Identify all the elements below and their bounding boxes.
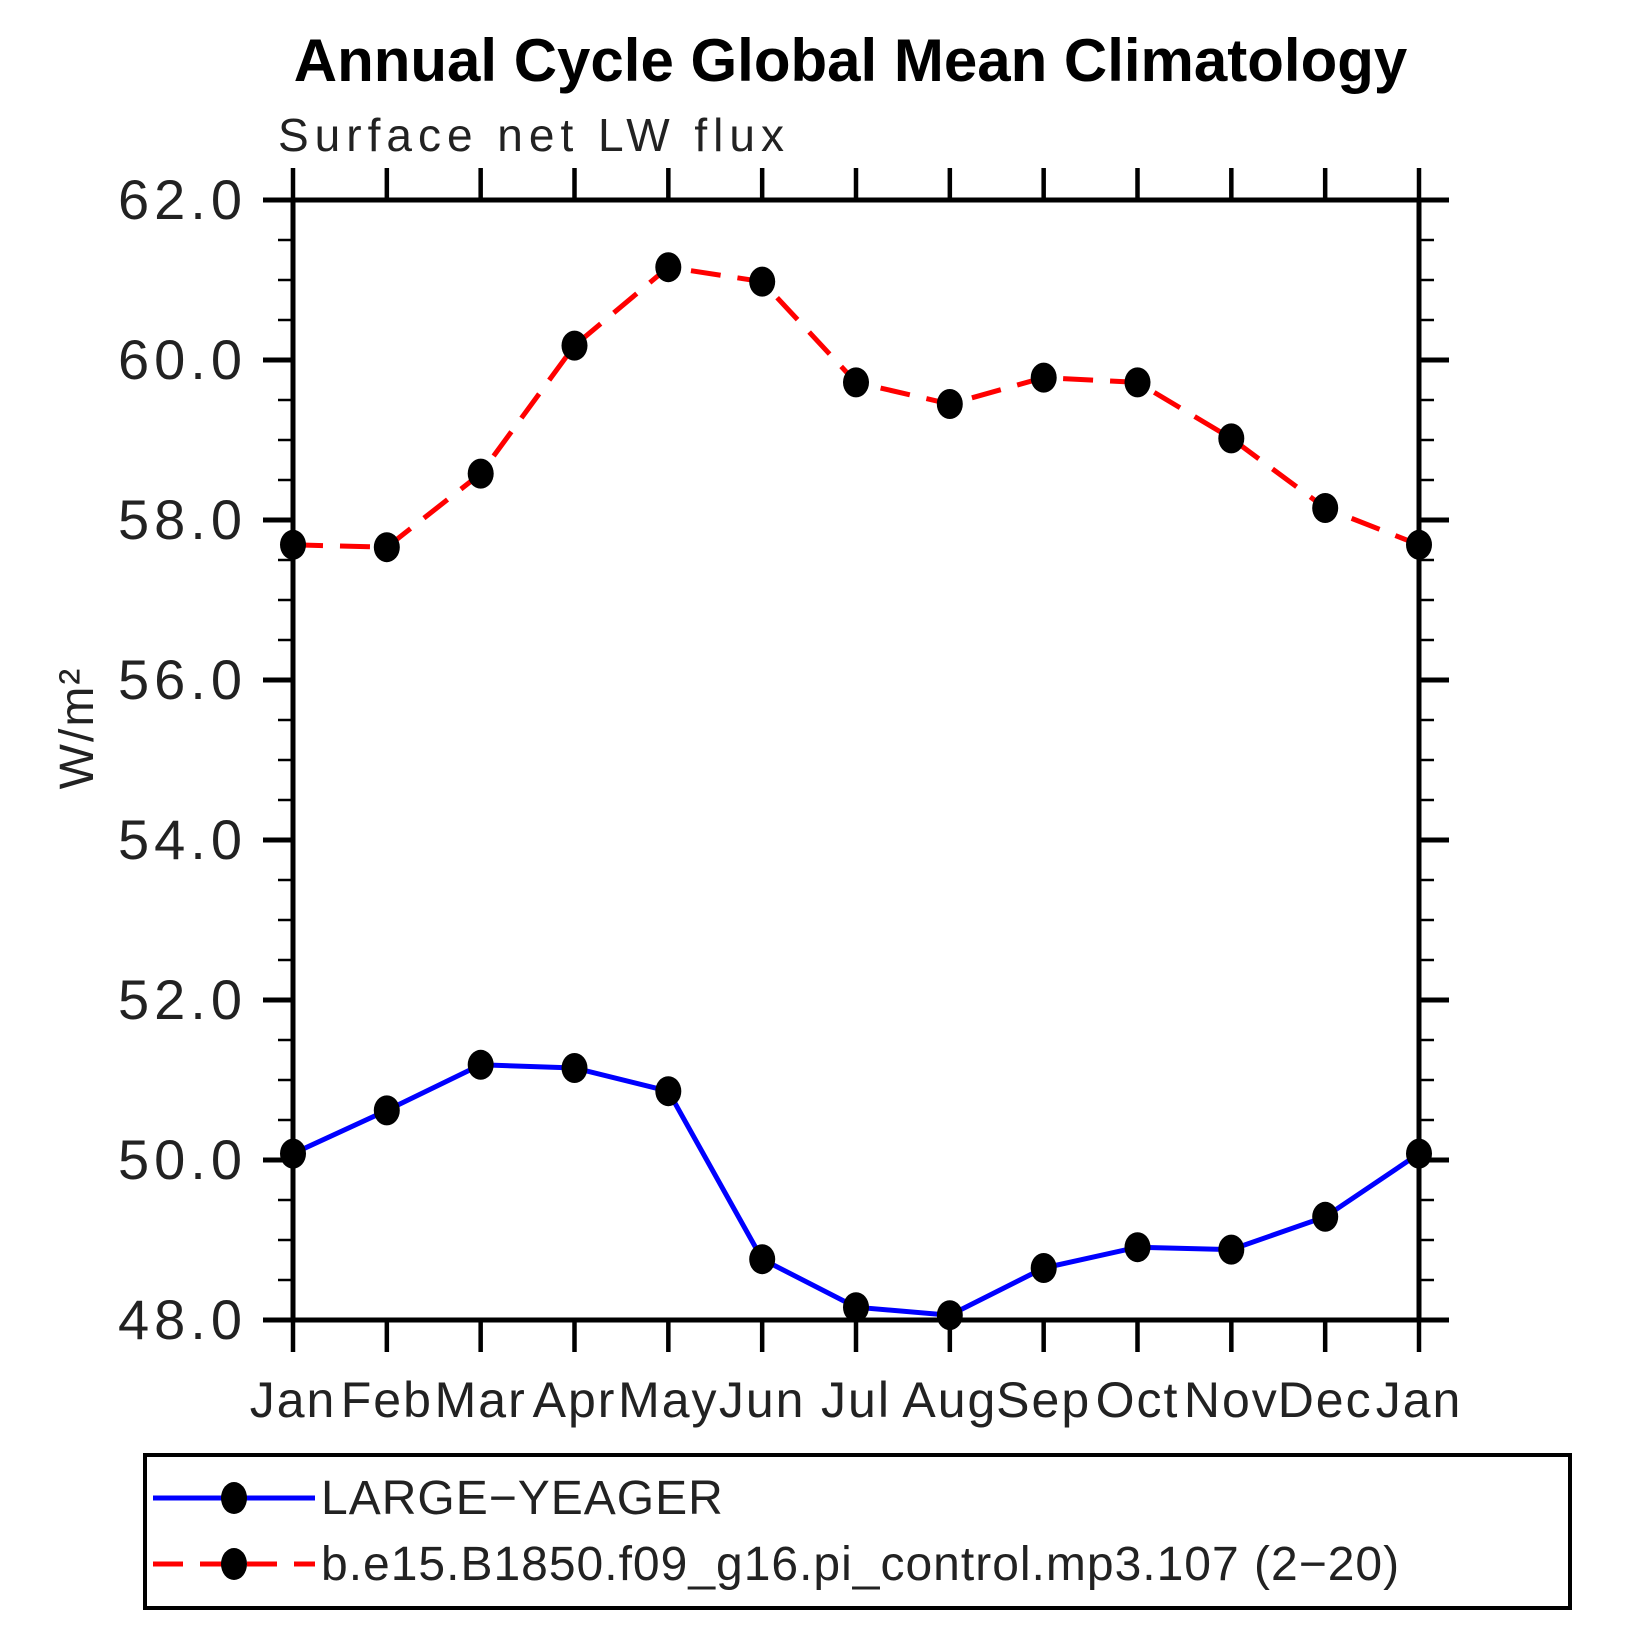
x-tick-label: Apr: [533, 1372, 617, 1428]
x-tick-label: Sep: [996, 1372, 1091, 1428]
data-point-marker: [655, 252, 682, 283]
y-tick-label: 52.0: [118, 968, 247, 1031]
data-point-marker: [1218, 423, 1245, 454]
x-tick-label: Jul: [821, 1372, 891, 1428]
data-point-marker: [373, 1095, 400, 1126]
data-point-marker: [936, 1300, 963, 1331]
data-point-marker: [1312, 1201, 1339, 1232]
data-point-marker: [1030, 362, 1057, 393]
series-large-yeager: [280, 1049, 1432, 1331]
y-tick-label: 50.0: [118, 1128, 247, 1191]
x-tick-label: Dec: [1278, 1372, 1373, 1428]
x-tick-label: Feb: [341, 1372, 433, 1428]
data-point-marker: [561, 1053, 588, 1083]
data-point-marker: [749, 266, 776, 297]
data-point-marker: [280, 1138, 306, 1169]
legend-label: LARGE−YEAGER: [321, 1471, 724, 1525]
series-model-control: [280, 252, 1432, 563]
x-tick-label: Mar: [435, 1372, 527, 1428]
data-point-marker: [843, 367, 869, 398]
y-tick-label: 62.0: [118, 168, 247, 231]
data-point-marker: [373, 532, 400, 563]
legend-marker-dot: [221, 1482, 247, 1514]
data-point-marker: [1406, 1138, 1432, 1169]
data-point-marker: [655, 1076, 682, 1107]
legend-row: LARGE−YEAGER: [147, 1465, 1568, 1531]
data-point-marker: [467, 1049, 494, 1080]
legend-box: LARGE−YEAGER b.e15.B1850.f09_g16.pi_cont…: [143, 1453, 1572, 1610]
y-axis-tick-labels: 48.0 50.0 52.0 54.0 56.0 58.0 60.0 62.0: [118, 168, 247, 1351]
data-point-marker: [280, 529, 306, 560]
data-point-marker: [1124, 367, 1151, 398]
x-tick-label: Oct: [1096, 1372, 1180, 1428]
data-point-marker: [1218, 1234, 1245, 1265]
chart-title: Annual Cycle Global Mean Climatology: [293, 27, 1408, 94]
x-tick-label: May: [618, 1372, 718, 1428]
x-tick-label: Jun: [719, 1372, 806, 1428]
data-point-marker: [1124, 1232, 1151, 1263]
legend-line-sample: [153, 1482, 315, 1514]
series-line: [291, 1062, 1421, 1318]
data-point-marker: [561, 330, 588, 361]
y-tick-label: 56.0: [118, 648, 247, 711]
y-tick-label: 60.0: [118, 328, 247, 391]
legend-label: b.e15.B1850.f09_g16.pi_control.mp3.107 (…: [321, 1537, 1401, 1591]
legend-row: b.e15.B1850.f09_g16.pi_control.mp3.107 (…: [147, 1531, 1568, 1597]
y-tick-label: 48.0: [118, 1288, 247, 1351]
data-point-marker: [843, 1292, 869, 1323]
legend-line-sample: [153, 1548, 315, 1580]
x-tick-label: Jan: [1376, 1372, 1463, 1428]
data-point-marker: [936, 389, 963, 419]
series-line: [292, 264, 1420, 550]
x-tick-label: Aug: [902, 1372, 997, 1428]
y-tick-label: 58.0: [118, 488, 247, 551]
x-axis-ticks: [290, 168, 1422, 1352]
legend-marker-dot: [221, 1548, 247, 1580]
data-point-marker: [1406, 529, 1432, 560]
y-axis-ticks: [263, 197, 1449, 1323]
chart-subtitle: Surface net LW flux: [278, 109, 790, 161]
x-tick-label: Jan: [250, 1372, 337, 1428]
data-point-marker: [1030, 1253, 1057, 1283]
data-point-marker: [749, 1244, 776, 1275]
data-point-marker: [467, 458, 494, 489]
x-tick-label: Nov: [1184, 1372, 1279, 1428]
data-point-marker: [1312, 493, 1339, 523]
y-tick-label: 54.0: [118, 808, 247, 871]
